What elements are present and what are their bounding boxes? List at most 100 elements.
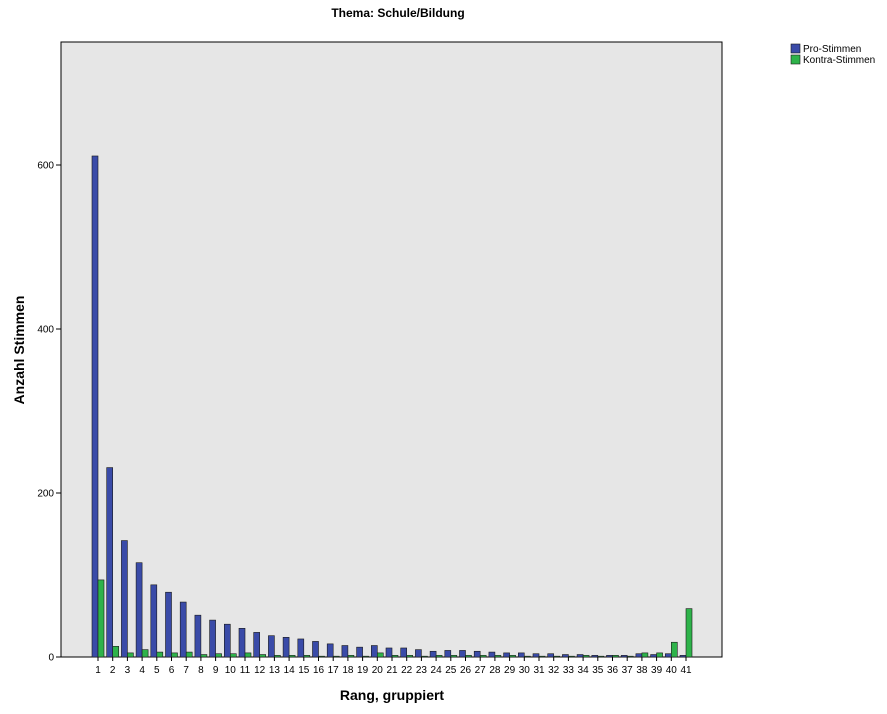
x-tick-label-13: 13 bbox=[269, 665, 281, 676]
bar-pro-28 bbox=[488, 651, 496, 658]
y-tick-label-200: 200 bbox=[37, 489, 54, 500]
y-tick-label-0: 0 bbox=[48, 653, 54, 664]
bar-pro-34 bbox=[576, 654, 584, 658]
x-tick-label-9: 9 bbox=[213, 665, 219, 676]
x-tick-label-28: 28 bbox=[489, 665, 501, 676]
bar-kontra-37 bbox=[626, 655, 634, 658]
x-tick-label-41: 41 bbox=[680, 665, 692, 676]
x-tick-label-11: 11 bbox=[240, 665, 251, 676]
bar-kontra-1 bbox=[97, 579, 105, 658]
bar-pro-7 bbox=[179, 601, 187, 658]
bar-kontra-10 bbox=[230, 653, 237, 658]
bar-kontra-3 bbox=[127, 652, 134, 658]
bars-layer bbox=[91, 155, 693, 658]
x-tick-label-35: 35 bbox=[592, 665, 604, 676]
bar-pro-37 bbox=[620, 655, 628, 658]
bar-pro-25 bbox=[444, 650, 452, 658]
bar-kontra-39 bbox=[656, 652, 663, 658]
bar-kontra-36 bbox=[612, 655, 619, 658]
bar-pro-23 bbox=[415, 649, 422, 658]
bar-kontra-12 bbox=[259, 654, 267, 658]
bar-pro-13 bbox=[268, 635, 275, 658]
bar-pro-1 bbox=[91, 155, 99, 658]
bar-pro-31 bbox=[532, 653, 540, 658]
bar-kontra-25 bbox=[450, 655, 458, 658]
bar-kontra-38 bbox=[641, 652, 649, 658]
bar-kontra-11 bbox=[244, 652, 252, 658]
bar-kontra-35 bbox=[597, 655, 605, 658]
x-tick-label-4: 4 bbox=[139, 665, 145, 676]
bar-kontra-6 bbox=[171, 652, 178, 658]
bar-kontra-19 bbox=[362, 655, 369, 658]
bar-kontra-22 bbox=[406, 655, 414, 658]
x-tick-label-20: 20 bbox=[372, 665, 384, 676]
bar-kontra-40 bbox=[670, 641, 678, 658]
x-tick-label-16: 16 bbox=[313, 665, 325, 676]
x-tick-label-26: 26 bbox=[460, 665, 472, 676]
bar-kontra-30 bbox=[523, 655, 531, 658]
x-tick-label-25: 25 bbox=[445, 665, 457, 676]
bar-pro-6 bbox=[165, 591, 172, 658]
bar-kontra-18 bbox=[347, 655, 355, 658]
bar-pro-22 bbox=[400, 647, 408, 658]
bar-pro-35 bbox=[591, 655, 599, 658]
bar-kontra-14 bbox=[288, 655, 296, 658]
x-tick-label-10: 10 bbox=[225, 665, 237, 676]
bar-pro-38 bbox=[635, 653, 643, 658]
bar-kontra-34 bbox=[582, 655, 590, 658]
bar-kontra-29 bbox=[509, 655, 516, 658]
bar-kontra-4 bbox=[141, 649, 149, 658]
x-tick-label-6: 6 bbox=[169, 665, 175, 676]
bar-pro-24 bbox=[429, 650, 437, 658]
bar-kontra-17 bbox=[332, 655, 340, 658]
x-axis-title: Rang, gruppiert bbox=[340, 687, 445, 703]
bar-kontra-21 bbox=[391, 655, 399, 658]
bar-pro-36 bbox=[606, 655, 613, 658]
x-tick-label-40: 40 bbox=[666, 665, 678, 676]
bar-pro-18 bbox=[341, 645, 349, 658]
bar-kontra-9 bbox=[215, 653, 222, 658]
y-tick-label-600: 600 bbox=[37, 161, 54, 172]
x-tick-label-33: 33 bbox=[563, 665, 575, 676]
bar-kontra-2 bbox=[112, 646, 119, 658]
bar-pro-21 bbox=[385, 647, 393, 658]
bar-pro-15 bbox=[297, 638, 305, 658]
bar-kontra-23 bbox=[421, 655, 428, 658]
x-tick-label-8: 8 bbox=[198, 665, 204, 676]
y-axis-title: Anzahl Stimmen bbox=[11, 296, 27, 405]
bar-kontra-32 bbox=[553, 655, 561, 658]
x-tick-label-3: 3 bbox=[125, 665, 131, 676]
bar-kontra-13 bbox=[274, 655, 281, 658]
bar-pro-11 bbox=[238, 627, 246, 658]
y-tick-label-400: 400 bbox=[37, 325, 54, 336]
bar-pro-29 bbox=[503, 652, 510, 658]
plot-area bbox=[60, 41, 723, 658]
x-tick-label-17: 17 bbox=[328, 665, 340, 676]
bar-kontra-28 bbox=[494, 655, 502, 658]
bar-pro-19 bbox=[356, 646, 363, 658]
bar-pro-8 bbox=[194, 614, 202, 658]
bar-kontra-26 bbox=[465, 655, 472, 658]
bar-kontra-8 bbox=[200, 654, 208, 658]
legend-label-kontra: Kontra-Stimmen bbox=[803, 55, 875, 66]
bar-kontra-41 bbox=[685, 608, 693, 658]
x-tick-label-29: 29 bbox=[504, 665, 516, 676]
x-tick-label-2: 2 bbox=[110, 665, 116, 676]
x-tick-label-23: 23 bbox=[416, 665, 428, 676]
bar-kontra-16 bbox=[318, 655, 325, 658]
x-tick-label-34: 34 bbox=[578, 665, 590, 676]
bar-pro-9 bbox=[209, 619, 216, 658]
bar-pro-33 bbox=[562, 654, 569, 658]
bar-kontra-31 bbox=[538, 655, 546, 658]
chart-title: Thema: Schule/Bildung bbox=[331, 6, 464, 20]
bar-pro-30 bbox=[517, 652, 525, 658]
x-tick-label-5: 5 bbox=[154, 665, 160, 676]
bar-pro-2 bbox=[106, 467, 113, 658]
x-tick-label-24: 24 bbox=[431, 665, 443, 676]
bar-kontra-20 bbox=[376, 652, 384, 658]
bar-pro-16 bbox=[312, 641, 319, 658]
x-tick-label-12: 12 bbox=[254, 665, 266, 676]
x-axis: 1 2 3 4 5 6 7 8 9 10 11 12 13 14 15 16 17 18 19 20 21 22 23 24 2… bbox=[95, 657, 692, 676]
bar-kontra-27 bbox=[479, 655, 487, 658]
